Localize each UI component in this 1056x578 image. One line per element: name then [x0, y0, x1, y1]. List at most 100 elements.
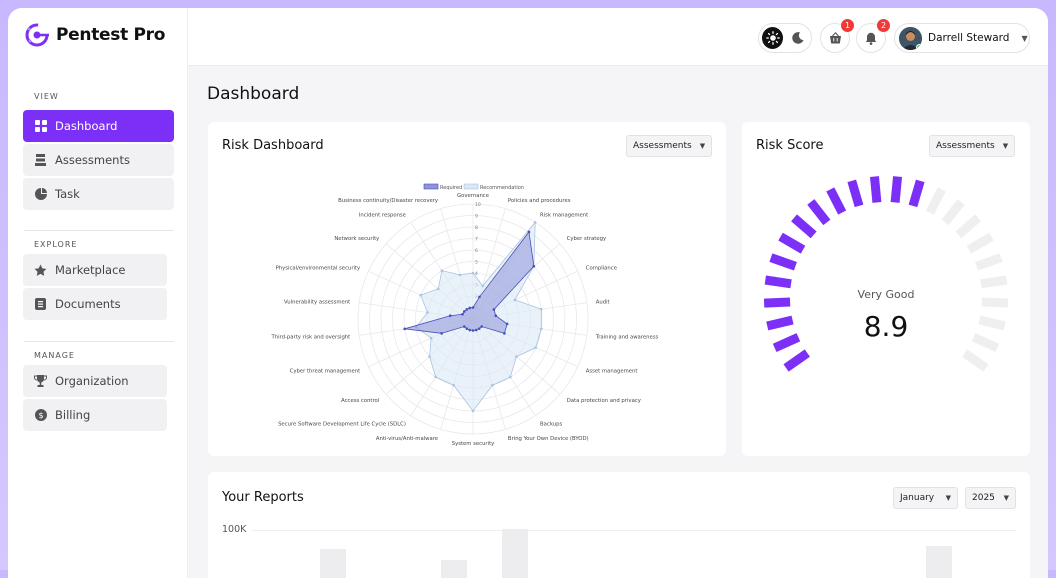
radar-point — [477, 327, 481, 330]
sidebar-item-label: Billing — [55, 408, 91, 422]
radar-point — [503, 332, 506, 335]
select-value: 2025 — [972, 493, 995, 503]
report-bar — [320, 549, 346, 578]
sidebar-item-assessments[interactable]: Assessments — [23, 144, 174, 176]
cart-badge: 1 — [841, 19, 854, 32]
sidebar-item-organization[interactable]: Organization — [23, 365, 167, 397]
gauge-segment — [962, 349, 989, 372]
select-value: Assessments — [633, 141, 692, 151]
logo-icon — [25, 23, 49, 47]
risk-dashboard-card: Risk Dashboard Assessments ▼ 12345678910… — [208, 122, 726, 456]
user-name: Darrell Steward — [928, 32, 1010, 44]
risk-score-card: Risk Score Assessments ▼ Very Good 8.9 — [742, 122, 1030, 456]
sidebar-item-documents[interactable]: Documents — [23, 288, 167, 320]
radar-tick-label: 9 — [475, 214, 478, 220]
sidebar-item-label: Task — [55, 187, 80, 201]
app-name: Pentest Pro — [56, 25, 166, 45]
gauge-segment — [941, 199, 965, 226]
radar-point — [471, 409, 475, 413]
gauge-segment — [925, 187, 946, 215]
radar-point — [403, 327, 407, 331]
notifications-button[interactable]: 2 — [856, 19, 890, 53]
sidebar-item-dashboard[interactable]: Dashboard — [23, 110, 174, 142]
risk-score-select[interactable]: Assessments ▼ — [929, 135, 1015, 157]
radar-point — [534, 346, 538, 349]
document-icon — [34, 298, 47, 311]
bell-icon — [865, 32, 877, 45]
radar-tick-label: 10 — [475, 202, 481, 208]
radar-point — [468, 328, 472, 332]
chevron-down-icon: ▼ — [699, 142, 706, 150]
radar-point — [448, 314, 452, 318]
report-bar — [926, 546, 952, 578]
radar-category-label: Cyber strategy — [567, 236, 606, 242]
radar-point — [465, 327, 469, 330]
sidebar-divider — [24, 341, 174, 342]
year-select[interactable]: 2025 ▼ — [965, 487, 1016, 509]
radar-point — [494, 314, 498, 318]
gauge-segment — [980, 275, 1008, 289]
radar-chart: 12345678910GovernancePolicies and proced… — [270, 183, 658, 447]
reports-card: Your Reports January ▼ 2025 ▼ 100K — [208, 472, 1030, 578]
y-axis-tick: 100K — [222, 524, 247, 535]
gauge-segment — [807, 199, 831, 226]
sun-icon[interactable] — [762, 27, 783, 49]
chevron-down-icon: ▼ — [1003, 494, 1009, 502]
radar-category-label: Network security — [334, 236, 379, 242]
svg-text:$: $ — [38, 411, 43, 420]
radar-tick-label: 7 — [475, 237, 478, 243]
risk-dashboard-select[interactable]: Assessments ▼ — [626, 135, 712, 157]
logo[interactable]: Pentest Pro — [24, 22, 165, 48]
sidebar-item-billing[interactable]: $ Billing — [23, 399, 167, 431]
sidebar-item-label: Dashboard — [55, 119, 118, 133]
radar-category-label: Asset management — [586, 369, 638, 375]
radar-category-label: Risk management — [540, 213, 588, 219]
radar-category-label: System security — [452, 441, 495, 447]
radar-point — [440, 332, 443, 335]
radar-point — [532, 264, 536, 268]
gauge-segment — [826, 187, 847, 215]
radar-category-label: Cyber threat management — [290, 369, 361, 375]
cart-button[interactable]: 1 — [820, 19, 854, 53]
online-status-dot — [916, 43, 922, 50]
radar-point — [481, 284, 485, 288]
gauge-segment — [890, 176, 903, 203]
section-title-manage: MANAGE — [34, 351, 75, 360]
radar-category-label: Policies and procedures — [508, 198, 571, 204]
stack-icon — [34, 154, 47, 167]
chevron-down-icon: ▼ — [1002, 142, 1009, 150]
radar-tick-label: 4 — [475, 271, 478, 277]
radar-point — [465, 308, 469, 311]
dollar-icon: $ — [34, 409, 47, 422]
radar-point — [471, 306, 475, 309]
select-value: Assessments — [936, 141, 995, 151]
gauge-segment — [971, 333, 1000, 352]
notifications-badge: 2 — [877, 19, 890, 32]
risk-score-title: Risk Score — [756, 138, 824, 153]
radar-point — [428, 355, 431, 358]
sidebar-item-task[interactable]: Task — [23, 178, 174, 210]
radar-category-label: Anti-virus/Anti-malware — [376, 436, 438, 442]
gauge-segment — [783, 349, 810, 372]
radar-point — [505, 322, 509, 326]
user-menu[interactable]: Darrell Steward ▼ — [894, 23, 1030, 53]
grid-icon — [34, 120, 47, 133]
sidebar-item-label: Assessments — [55, 153, 130, 167]
moon-icon[interactable] — [787, 27, 808, 49]
sidebar-divider — [24, 230, 174, 231]
radar-tick-label: 6 — [475, 248, 478, 254]
sidebar-item-label: Marketplace — [55, 263, 126, 277]
star-icon — [34, 264, 47, 277]
reports-title: Your Reports — [222, 490, 304, 505]
avatar — [899, 26, 922, 50]
topbar: 1 2 Darrell Steward ▼ — [188, 8, 1048, 66]
sidebar-item-marketplace[interactable]: Marketplace — [23, 254, 167, 286]
gauge-segment — [791, 214, 817, 239]
month-select[interactable]: January ▼ — [893, 487, 958, 509]
legend-label: Recommendation — [480, 185, 524, 191]
theme-toggle[interactable] — [758, 23, 812, 53]
chevron-down-icon: ▼ — [945, 494, 951, 502]
gauge-segment — [772, 333, 801, 352]
gauge-segment — [975, 253, 1003, 271]
radar-point — [436, 287, 440, 291]
